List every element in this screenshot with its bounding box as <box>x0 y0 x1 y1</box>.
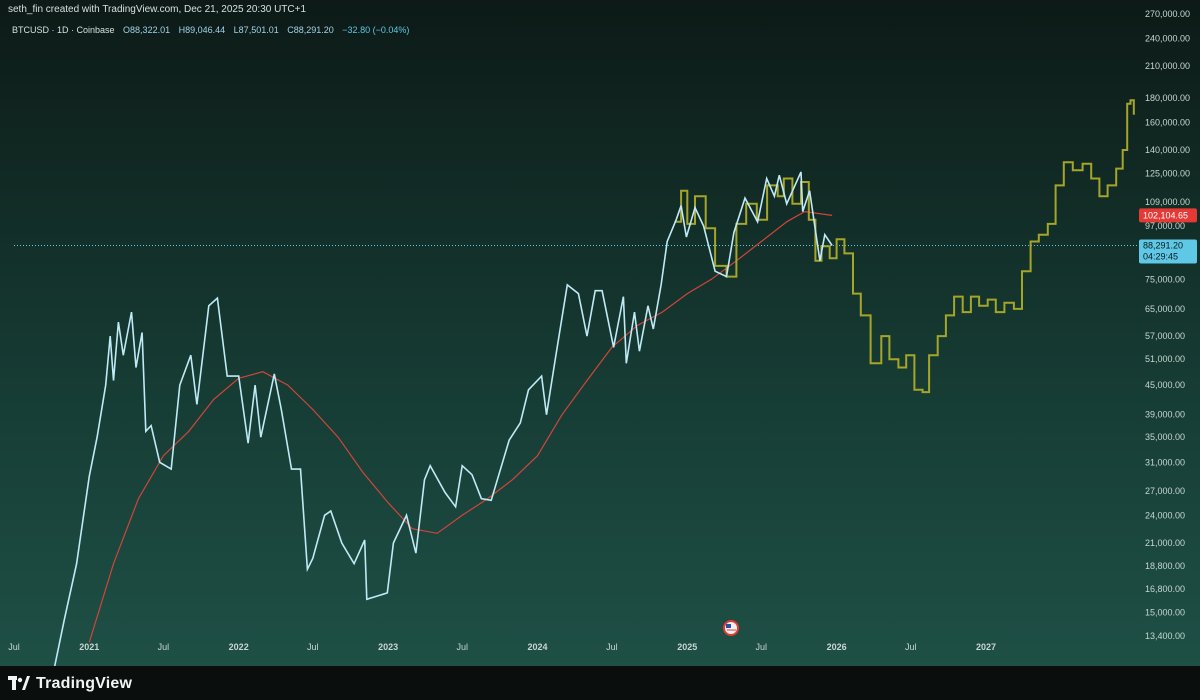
ma-price-badge: 102,104.65 <box>1139 208 1197 223</box>
time-axis-tick-label: 2022 <box>229 642 249 652</box>
price-axis-tick-label: 270,000.00 <box>1145 9 1190 19</box>
price-chart[interactable]: 13,400.00 15,000.00 16,800.00 18,800.00 21,0… <box>0 0 1200 666</box>
us-flag-event-icon[interactable] <box>723 620 739 636</box>
price-axis-tick-label: 18,800.00 <box>1145 561 1185 571</box>
change-value: −32.80 (−0.04%) <box>342 25 410 35</box>
time-axis-tick-label: 2026 <box>827 642 847 652</box>
symbol-info-bar: BTCUSD · 1D · Coinbase O88,322.01 H89,04… <box>12 25 415 35</box>
tradingview-logo-icon <box>8 676 30 690</box>
time-axis-tick-label: 2021 <box>79 642 99 652</box>
price-axis-tick-label: 39,000.00 <box>1145 410 1185 420</box>
time-axis-tick-label: 2024 <box>527 642 547 652</box>
time-axis-tick-label: Jul <box>307 642 319 652</box>
ma-badge-value: 102,104.65 <box>1143 210 1188 220</box>
time-axis-tick-label: Jul <box>606 642 618 652</box>
time-axis-tick-label: 2023 <box>378 642 398 652</box>
time-axis-tick-label: 2027 <box>976 642 996 652</box>
moving-average-line <box>88 210 833 643</box>
time-axis-tick-label: Jul <box>905 642 917 652</box>
price-line <box>53 171 833 666</box>
open-value: O88,322.01 <box>123 25 171 35</box>
time-axis-tick-label: 2025 <box>677 642 697 652</box>
price-axis-tick-label: 75,000.00 <box>1145 274 1185 284</box>
last-price-value: 88,291.20 <box>1143 241 1183 251</box>
price-axis-tick-label: 65,000.00 <box>1145 304 1185 314</box>
price-axis-tick-label: 180,000.00 <box>1145 93 1190 103</box>
price-axis-tick-label: 13,400.00 <box>1145 631 1185 641</box>
low-value: L87,501.01 <box>233 25 279 35</box>
price-axis-tick-label: 51,000.00 <box>1145 354 1185 364</box>
price-axis-tick-label: 15,000.00 <box>1145 608 1185 618</box>
brand-name: TradingView <box>36 675 133 692</box>
price-axis-tick-label: 240,000.00 <box>1145 33 1190 43</box>
price-axis-tick-label: 45,000.00 <box>1145 380 1185 390</box>
price-axis-tick-label: 125,000.00 <box>1145 169 1190 179</box>
time-axis-tick-label: Jul <box>456 642 468 652</box>
price-axis-tick-label: 140,000.00 <box>1145 145 1190 155</box>
price-axis-tick-label: 16,800.00 <box>1145 584 1185 594</box>
price-axis-tick-label: 109,000.00 <box>1145 197 1190 207</box>
time-axis-tick-label: Jul <box>8 642 20 652</box>
projection-line <box>674 99 1135 394</box>
symbol-name[interactable]: BTCUSD · 1D · Coinbase <box>12 25 115 35</box>
footer-bar: TradingView <box>0 666 1200 700</box>
price-axis[interactable]: 13,400.00 15,000.00 16,800.00 18,800.00 21,0… <box>1145 9 1190 641</box>
price-axis-tick-label: 21,000.00 <box>1145 538 1185 548</box>
price-axis-tick-label: 210,000.00 <box>1145 61 1190 71</box>
time-axis-tick-label: Jul <box>756 642 768 652</box>
price-axis-tick-label: 31,000.00 <box>1145 457 1185 467</box>
brand-logo[interactable]: TradingView <box>8 675 132 693</box>
price-axis-tick-label: 27,000.00 <box>1145 486 1185 496</box>
price-axis-tick-label: 57,000.00 <box>1145 331 1185 341</box>
close-value: C88,291.20 <box>287 25 334 35</box>
price-axis-tick-label: 35,000.00 <box>1145 432 1185 442</box>
price-axis-tick-label: 97,000.00 <box>1145 221 1185 231</box>
time-axis-tick-label: Jul <box>158 642 170 652</box>
time-axis[interactable]: Jul 2021 Jul 2022 Jul 2023 Jul 2024 Jul 2025 Jul 20… <box>8 642 996 652</box>
price-axis-tick-label: 160,000.00 <box>1145 117 1190 127</box>
attribution-text: seth_fin created with TradingView.com, D… <box>8 4 307 15</box>
last-price-badge: 88,291.20 04:29:45 <box>1139 239 1197 264</box>
bar-countdown: 04:29:45 <box>1143 252 1178 262</box>
price-axis-tick-label: 24,000.00 <box>1145 510 1185 520</box>
high-value: H89,046.44 <box>178 25 226 35</box>
